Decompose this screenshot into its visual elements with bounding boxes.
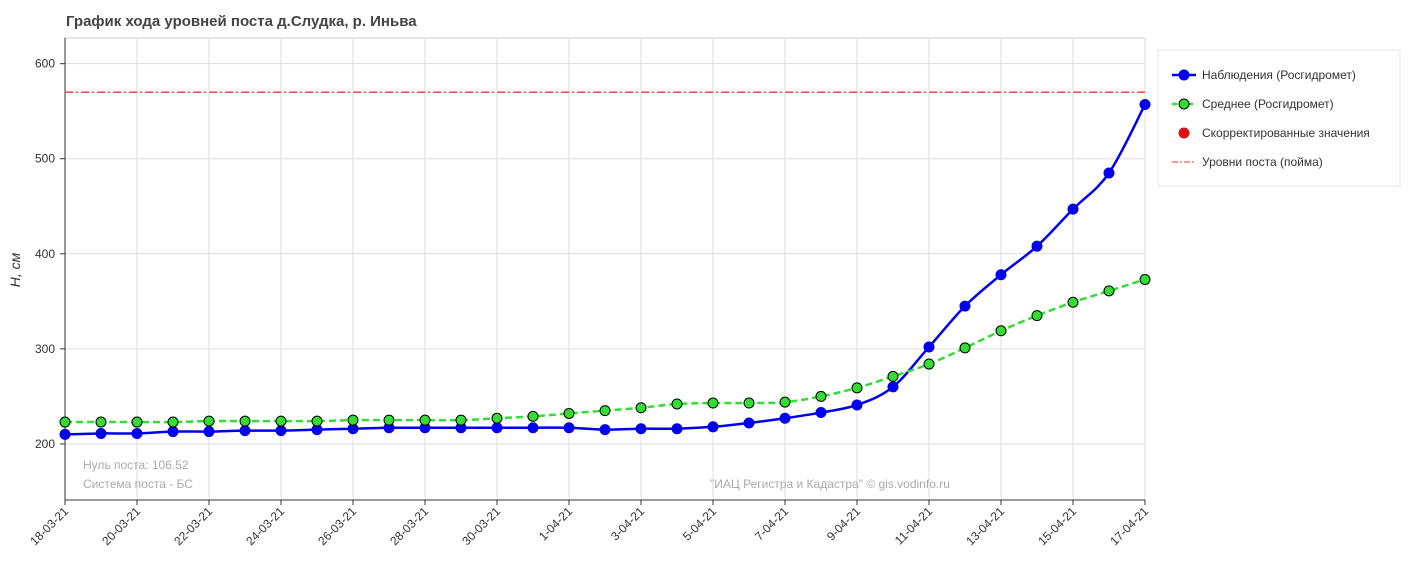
annotation: "ИАЦ Регистра и Кадастра" © gis.vodinfo.…	[710, 477, 950, 491]
data-point	[311, 415, 323, 427]
x-tick-label: 5-04-21	[680, 504, 719, 543]
x-tick-label: 3-04-21	[608, 504, 647, 543]
data-point	[527, 422, 539, 434]
data-point	[167, 416, 179, 428]
legend-marker	[1178, 127, 1190, 139]
data-point	[491, 422, 503, 434]
data-point	[923, 341, 935, 353]
data-point	[203, 426, 215, 438]
data-point	[1139, 99, 1151, 111]
data-point	[131, 427, 143, 439]
data-point	[491, 412, 503, 424]
data-point	[1103, 285, 1115, 297]
data-point	[1067, 296, 1079, 308]
legend	[1157, 49, 1401, 187]
data-point	[887, 370, 899, 382]
legend-label: Скорректированные значения	[1202, 126, 1370, 140]
data-point	[779, 396, 791, 408]
data-point	[383, 414, 395, 426]
data-point	[851, 399, 863, 411]
data-point	[635, 402, 647, 414]
x-tick-label: 18-03-21	[27, 504, 71, 548]
data-point	[1067, 203, 1079, 215]
x-tick-label: 20-03-21	[99, 504, 143, 548]
y-axis-label: H, см	[7, 252, 23, 287]
legend-label: Наблюдения (Росгидромет)	[1202, 68, 1356, 82]
data-point	[815, 407, 827, 419]
x-tick-label: 26-03-21	[315, 504, 359, 548]
x-tick-label: 13-04-21	[963, 504, 1007, 548]
x-tick-label: 30-03-21	[459, 504, 503, 548]
data-point	[779, 412, 791, 424]
x-tick-label: 17-04-21	[1107, 504, 1151, 548]
annotation: Нуль поста: 106.52	[83, 458, 189, 472]
data-point	[959, 300, 971, 312]
y-tick-label: 400	[35, 247, 55, 261]
data-point	[635, 423, 647, 435]
data-point	[527, 410, 539, 422]
x-tick-label: 7-04-21	[752, 504, 791, 543]
x-tick-label: 15-04-21	[1035, 504, 1079, 548]
legend-label: Среднее (Росгидромет)	[1202, 97, 1334, 111]
data-point	[1031, 240, 1043, 252]
data-point	[455, 414, 467, 426]
x-tick-label: 28-03-21	[387, 504, 431, 548]
y-tick-label: 200	[35, 437, 55, 451]
legend-label: Уровни поста (пойма)	[1202, 155, 1323, 169]
data-point	[203, 415, 215, 427]
series-line	[64, 278, 1146, 424]
data-point	[671, 423, 683, 435]
annotation: Система поста - БС	[83, 477, 193, 491]
data-point	[419, 414, 431, 426]
y-tick-label: 300	[35, 342, 55, 356]
data-point	[599, 424, 611, 436]
data-point	[743, 417, 755, 429]
y-tick-label: 500	[35, 152, 55, 166]
data-point	[959, 342, 971, 354]
data-point	[1103, 167, 1115, 179]
x-tick-label: 22-03-21	[171, 504, 215, 548]
x-tick-label: 9-04-21	[824, 504, 863, 543]
chart-title: График хода уровней поста д.Слудка, р. И…	[66, 13, 417, 30]
data-point	[239, 415, 251, 427]
data-point	[59, 416, 71, 428]
data-point	[95, 416, 107, 428]
data-point	[707, 421, 719, 433]
data-point	[923, 358, 935, 370]
x-tick-label: 24-03-21	[243, 504, 287, 548]
data-point	[239, 425, 251, 437]
x-tick-label: 11-04-21	[892, 504, 935, 547]
data-point	[995, 269, 1007, 281]
data-point	[167, 426, 179, 438]
data-point	[599, 405, 611, 417]
series-line	[64, 103, 1147, 436]
data-point	[1139, 273, 1151, 285]
y-tick-label: 600	[35, 57, 55, 71]
data-point	[815, 390, 827, 402]
data-point	[59, 428, 71, 440]
data-point	[743, 397, 755, 409]
data-point	[887, 381, 899, 393]
data-point	[347, 414, 359, 426]
data-point	[95, 427, 107, 439]
data-point	[851, 382, 863, 394]
legend-marker	[1178, 98, 1190, 110]
data-point	[671, 398, 683, 410]
data-point	[131, 416, 143, 428]
data-point	[275, 415, 287, 427]
data-point	[563, 422, 575, 434]
legend-marker	[1178, 69, 1190, 81]
data-point	[1031, 310, 1043, 322]
data-point	[275, 425, 287, 437]
x-tick-label: 1-04-21	[536, 504, 575, 543]
data-point	[995, 325, 1007, 337]
data-point	[707, 397, 719, 409]
data-point	[563, 407, 575, 419]
